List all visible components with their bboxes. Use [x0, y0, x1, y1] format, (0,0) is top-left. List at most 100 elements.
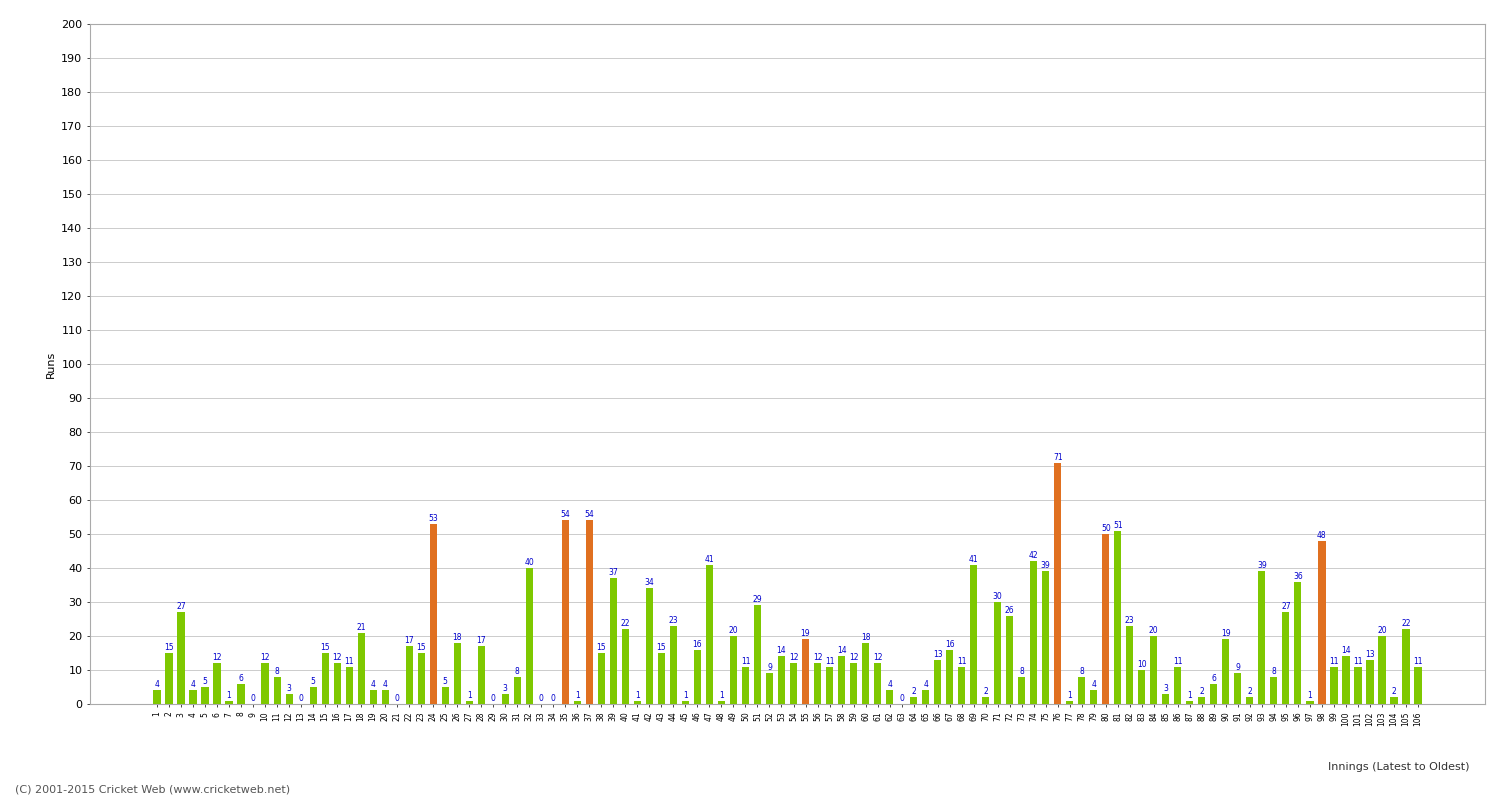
Bar	[1030, 562, 1038, 704]
Bar	[177, 612, 184, 704]
Bar	[189, 690, 196, 704]
Text: 0: 0	[251, 694, 255, 703]
Bar	[754, 606, 760, 704]
Text: 50: 50	[1101, 524, 1110, 533]
Text: 27: 27	[176, 602, 186, 611]
Text: 0: 0	[550, 694, 556, 703]
Text: 5: 5	[442, 677, 447, 686]
Text: 8: 8	[514, 666, 519, 676]
Text: 6: 6	[1212, 674, 1216, 682]
Bar	[1330, 666, 1338, 704]
Text: 53: 53	[429, 514, 438, 522]
Text: 20: 20	[729, 626, 738, 635]
Bar	[1162, 694, 1170, 704]
Bar	[1066, 701, 1074, 704]
Bar	[730, 636, 736, 704]
Bar	[850, 663, 856, 704]
Text: 3: 3	[503, 684, 507, 693]
Bar	[1390, 697, 1398, 704]
Bar	[982, 697, 990, 704]
Text: 10: 10	[1137, 660, 1146, 669]
Text: 71: 71	[1053, 453, 1062, 462]
Bar	[381, 690, 388, 704]
Bar	[766, 674, 772, 704]
Text: 39: 39	[1041, 562, 1050, 570]
Text: 1: 1	[634, 690, 640, 699]
Bar	[1198, 697, 1206, 704]
Text: 4: 4	[382, 680, 387, 690]
Bar	[321, 653, 328, 704]
Bar	[1102, 534, 1110, 704]
Bar	[417, 653, 424, 704]
Text: 3: 3	[286, 684, 291, 693]
Bar	[333, 663, 340, 704]
Bar	[441, 687, 448, 704]
Bar	[153, 690, 160, 704]
Text: 30: 30	[993, 592, 1002, 601]
Text: 1: 1	[466, 690, 471, 699]
Text: 8: 8	[1272, 666, 1276, 676]
Bar	[1138, 670, 1146, 704]
Y-axis label: Runs: Runs	[45, 350, 56, 378]
Bar	[815, 663, 821, 704]
Text: 15: 15	[321, 643, 330, 652]
Text: 1: 1	[1068, 690, 1072, 699]
Text: 11: 11	[345, 657, 354, 666]
Text: 21: 21	[357, 622, 366, 631]
Text: 11: 11	[741, 657, 750, 666]
Text: 36: 36	[1293, 571, 1304, 581]
Text: 54: 54	[561, 510, 570, 519]
Bar	[778, 656, 784, 704]
Text: 40: 40	[525, 558, 534, 567]
Bar	[1258, 571, 1266, 704]
Text: (C) 2001-2015 Cricket Web (www.cricketweb.net): (C) 2001-2015 Cricket Web (www.cricketwe…	[15, 784, 290, 794]
Bar	[718, 701, 724, 704]
Bar	[357, 633, 364, 704]
Bar	[165, 653, 172, 704]
Bar	[561, 520, 568, 704]
Bar	[261, 663, 268, 704]
Bar	[646, 589, 652, 704]
Bar	[465, 701, 472, 704]
Text: 42: 42	[1029, 551, 1038, 560]
Bar	[369, 690, 376, 704]
Text: 0: 0	[298, 694, 303, 703]
Bar	[742, 666, 748, 704]
Bar	[790, 663, 796, 704]
Text: 17: 17	[477, 636, 486, 645]
Text: 15: 15	[164, 643, 174, 652]
Text: 8: 8	[274, 666, 279, 676]
Bar	[1354, 666, 1362, 704]
Text: 0: 0	[538, 694, 543, 703]
Text: 27: 27	[1281, 602, 1290, 611]
Text: 22: 22	[621, 619, 630, 628]
Text: 41: 41	[969, 554, 978, 563]
Text: 51: 51	[1113, 521, 1122, 530]
Bar	[946, 650, 952, 704]
Text: 16: 16	[945, 639, 954, 649]
Text: 3: 3	[1164, 684, 1168, 693]
Text: 4: 4	[154, 680, 159, 690]
Bar	[309, 687, 316, 704]
Text: 4: 4	[922, 680, 928, 690]
Text: 23: 23	[1125, 616, 1134, 625]
Bar	[273, 677, 280, 704]
Text: 1: 1	[682, 690, 688, 699]
Bar	[1402, 629, 1410, 704]
Bar	[598, 653, 604, 704]
Text: 12: 12	[813, 653, 822, 662]
Bar	[573, 701, 580, 704]
Text: 2: 2	[1248, 687, 1252, 696]
Bar	[429, 524, 436, 704]
Text: 34: 34	[645, 578, 654, 587]
Text: 9: 9	[766, 663, 772, 672]
Text: 6: 6	[238, 674, 243, 682]
Text: 4: 4	[1092, 680, 1096, 690]
Text: 14: 14	[777, 646, 786, 655]
Text: 54: 54	[585, 510, 594, 519]
Bar	[405, 646, 412, 704]
Bar	[201, 687, 208, 704]
Text: 12: 12	[789, 653, 798, 662]
Text: 11: 11	[1413, 657, 1422, 666]
Bar	[1078, 677, 1086, 704]
